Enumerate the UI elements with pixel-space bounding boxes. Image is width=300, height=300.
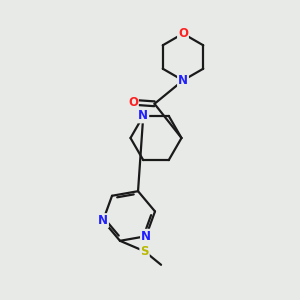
Text: N: N — [141, 230, 151, 243]
Text: N: N — [98, 214, 108, 227]
Text: N: N — [178, 74, 188, 87]
Text: O: O — [178, 27, 188, 40]
Text: N: N — [138, 110, 148, 122]
Text: S: S — [140, 245, 149, 258]
Text: O: O — [128, 96, 138, 109]
